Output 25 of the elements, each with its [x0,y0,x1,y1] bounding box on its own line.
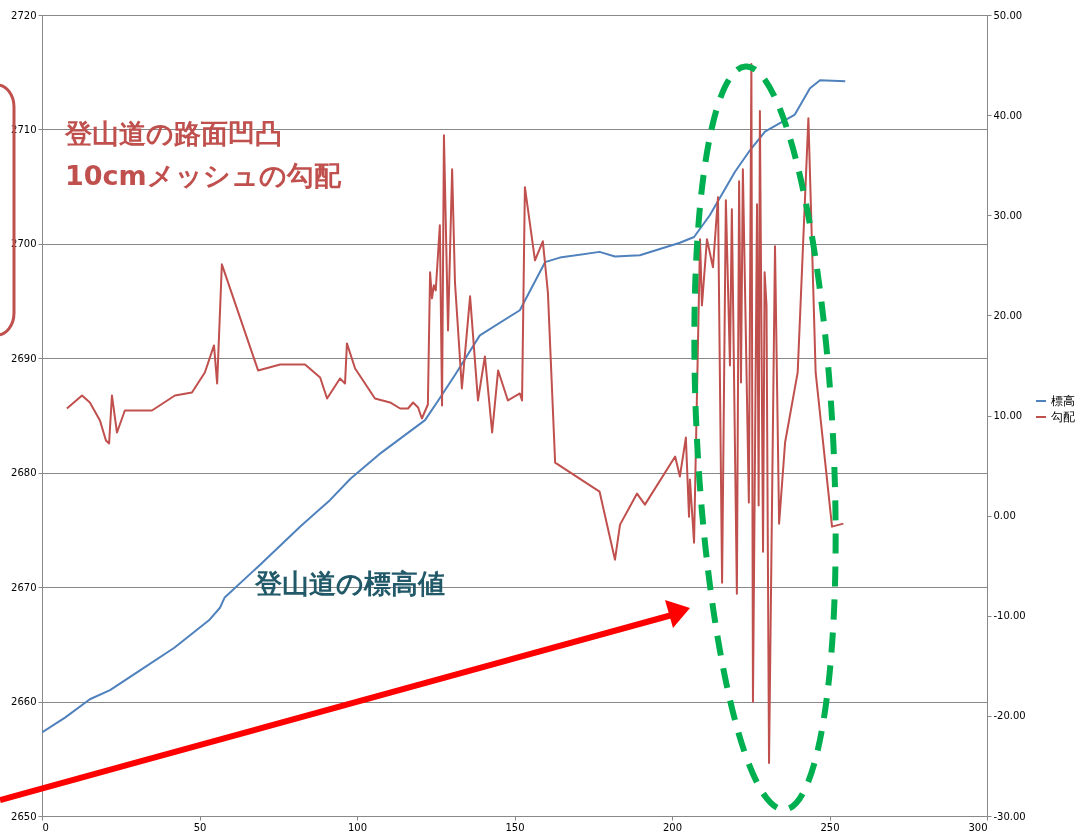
y2-tick-label: 10.00 [993,410,1023,421]
y-tick-label: 2680 [11,467,37,479]
y-tick-label: 2670 [11,581,37,593]
y2-tick-label: 40.00 [993,109,1023,121]
y-tick-label: 2650 [11,810,37,822]
x-tick-label: 300 [968,821,988,833]
y-tick-label: 2720 [11,9,37,21]
y-tick-label: 2690 [11,352,37,364]
x-tick-label: 150 [505,821,525,833]
x-tick-label: 0 [42,821,49,833]
y2-tick-label: -30.00 [993,810,1026,822]
y2-tick-label: -20.00 [993,710,1026,722]
y2-tick-label: 0.00 [993,510,1016,522]
x-tick-label: 250 [820,821,840,833]
y2-tick-label: 30.00 [993,209,1023,221]
x-tick-label: 100 [347,821,368,833]
x-tick-label: 200 [662,821,683,833]
legend-label: 標高 [1051,394,1075,408]
x-tick-label: 50 [193,821,207,833]
legend-label: 勾配 [1051,410,1075,424]
annotation: 登山道の標高値 [254,568,445,599]
y2-tick-label: -10.00 [993,610,1026,622]
y2-tick-label: 50.00 [993,9,1023,21]
y-tick-label: 2660 [11,696,37,708]
y2-tick-label: 20.00 [993,309,1023,321]
